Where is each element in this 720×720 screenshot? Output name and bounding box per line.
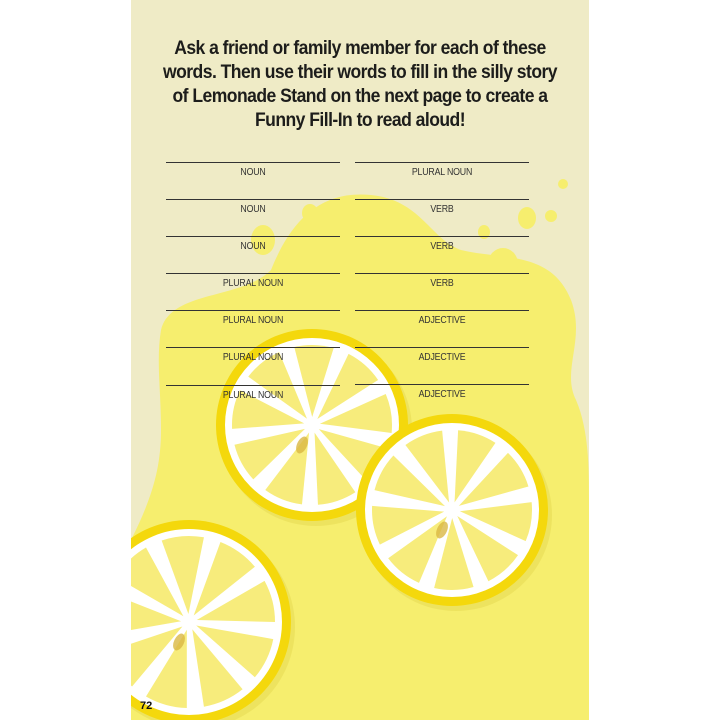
- drop: [518, 207, 536, 229]
- blank-field[interactable]: PLURAL NOUN: [166, 310, 340, 326]
- blank-field[interactable]: PLURAL NOUN: [166, 347, 340, 363]
- blank-field[interactable]: PLURAL NOUN: [166, 385, 340, 401]
- blank-field[interactable]: PLURAL NOUN: [166, 273, 340, 289]
- blank-label: NOUN: [240, 241, 266, 252]
- blank-field[interactable]: VERB: [355, 199, 529, 215]
- lemonade-splash-illustration: [131, 179, 589, 720]
- blank-label: PLURAL NOUN: [222, 352, 284, 363]
- blank-label: NOUN: [240, 204, 266, 215]
- blank-label: PLURAL NOUN: [411, 167, 473, 178]
- blank-field[interactable]: ADJECTIVE: [355, 347, 529, 363]
- page-number: 72: [140, 700, 153, 712]
- instructions-text: Ask a friend or family member for each o…: [162, 37, 558, 131]
- blank-label: VERB: [430, 278, 454, 289]
- blank-label: ADJECTIVE: [418, 389, 466, 400]
- blank-label: VERB: [430, 204, 454, 215]
- blank-label: PLURAL NOUN: [222, 390, 284, 401]
- blank-field[interactable]: VERB: [355, 236, 529, 252]
- drop: [251, 225, 275, 255]
- blank-label: NOUN: [240, 167, 266, 178]
- lemon-slice: [131, 520, 295, 720]
- blank-field[interactable]: VERB: [355, 273, 529, 289]
- blank-field[interactable]: ADJECTIVE: [355, 310, 529, 326]
- drop: [302, 204, 318, 222]
- blank-label: ADJECTIVE: [418, 352, 466, 363]
- blank-label: VERB: [430, 241, 454, 252]
- blank-label: PLURAL NOUN: [222, 315, 284, 326]
- blank-field[interactable]: NOUN: [166, 199, 340, 215]
- blank-label: PLURAL NOUN: [222, 278, 284, 289]
- book-page: Ask a friend or family member for each o…: [131, 0, 589, 720]
- drop: [488, 248, 518, 280]
- blank-field[interactable]: NOUN: [166, 236, 340, 252]
- drop: [478, 225, 490, 239]
- drop: [558, 179, 568, 189]
- lemon-slice: [356, 414, 552, 611]
- blank-label: ADJECTIVE: [418, 315, 466, 326]
- blank-field[interactable]: PLURAL NOUN: [355, 162, 529, 178]
- blank-field[interactable]: ADJECTIVE: [355, 384, 529, 400]
- drop: [545, 210, 557, 222]
- blank-field[interactable]: NOUN: [166, 162, 340, 178]
